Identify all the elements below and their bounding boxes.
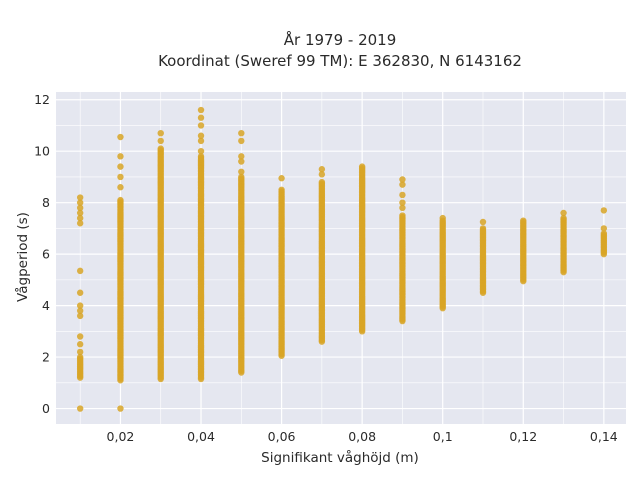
data-point <box>197 147 205 155</box>
data-point <box>76 333 84 340</box>
data-point <box>76 204 84 212</box>
data-point <box>439 214 446 222</box>
data-point <box>117 163 124 170</box>
data-point <box>600 225 608 232</box>
x-axis-label: Signifikant våghöjd (m) <box>261 449 419 466</box>
data-point <box>318 166 326 173</box>
chart-title-line-2: Koordinat (Sweref 99 TM): E 362830, N 61… <box>158 52 522 70</box>
data-point <box>278 186 285 193</box>
data-point <box>197 132 205 139</box>
data-point <box>318 171 326 178</box>
plot-area <box>56 92 626 424</box>
data-point <box>157 145 164 152</box>
data-point <box>157 129 164 137</box>
data-point <box>117 173 124 181</box>
data-point <box>238 137 245 145</box>
data-point <box>278 175 285 182</box>
x-tick-label: 0,14 <box>590 429 618 444</box>
y-tick-label: 12 <box>34 92 50 107</box>
data-point <box>479 225 487 232</box>
data-point <box>76 289 84 296</box>
data-point <box>197 114 205 121</box>
x-tick-label: 0,02 <box>107 429 135 444</box>
data-point <box>157 137 164 145</box>
data-point <box>76 307 84 314</box>
data-point <box>479 218 487 226</box>
data-point <box>560 214 567 222</box>
data-point <box>399 212 406 219</box>
x-tick-label: 0,06 <box>268 429 296 444</box>
data-point <box>76 199 84 206</box>
data-point <box>238 153 245 160</box>
data-point <box>117 405 124 412</box>
data-point <box>358 163 366 170</box>
data-point <box>76 348 84 356</box>
data-point <box>399 191 406 199</box>
data-point <box>318 178 326 186</box>
y-tick-label: 4 <box>42 298 50 313</box>
data-point <box>197 153 205 160</box>
x-tick-label: 0,08 <box>348 429 376 444</box>
data-point <box>197 122 205 129</box>
data-point <box>238 129 245 137</box>
data-point <box>117 184 124 191</box>
chart-title-line-1: År 1979 - 2019 <box>284 30 397 49</box>
x-tick-label: 0,1 <box>433 429 453 444</box>
data-point <box>117 133 124 141</box>
y-tick-label: 6 <box>42 247 50 262</box>
y-axis-label: Vågperiod (s) <box>14 212 31 302</box>
data-point <box>117 196 124 204</box>
data-point <box>520 217 527 224</box>
x-tick-labels: 0,02 0,04 0,06 0,08 0,1 0,12 0,14 <box>107 429 618 444</box>
data-point <box>600 230 608 237</box>
data-point <box>197 137 205 145</box>
data-point <box>399 204 406 212</box>
data-point <box>76 302 84 309</box>
y-tick-label: 10 <box>34 144 50 159</box>
data-point <box>399 181 406 188</box>
y-tick-labels: 0 2 4 6 8 10 12 <box>34 92 50 416</box>
data-point <box>238 158 245 165</box>
y-tick-label: 8 <box>42 195 50 210</box>
data-point <box>197 106 205 114</box>
data-point <box>76 267 84 275</box>
data-point <box>600 207 608 214</box>
data-point <box>76 220 84 227</box>
data-point <box>76 194 84 201</box>
y-tick-label: 0 <box>42 401 50 416</box>
data-point <box>399 199 406 206</box>
data-point <box>76 209 84 217</box>
data-point <box>76 341 84 348</box>
data-point <box>76 353 84 361</box>
data-point <box>117 153 124 160</box>
data-point <box>76 312 84 320</box>
x-tick-label: 0,04 <box>187 429 215 444</box>
data-point <box>76 405 84 412</box>
y-tick-label: 2 <box>42 350 50 365</box>
data-point <box>560 209 567 217</box>
data-points <box>76 106 608 412</box>
data-point <box>238 173 245 181</box>
x-tick-label: 0,12 <box>509 429 537 444</box>
data-point <box>399 176 406 183</box>
data-point <box>238 168 245 175</box>
data-point <box>76 214 84 222</box>
